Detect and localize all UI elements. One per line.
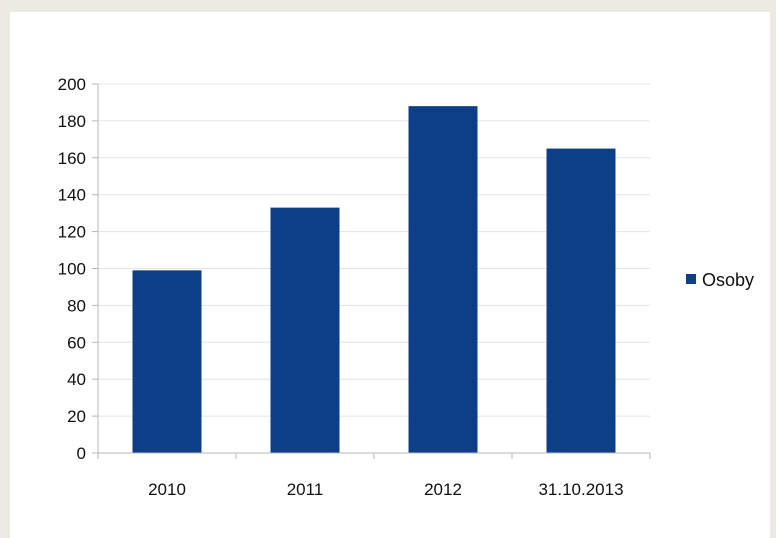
x-tick-label: 2011 bbox=[287, 480, 324, 499]
y-tick-label: 200 bbox=[58, 75, 86, 94]
y-tick-label: 0 bbox=[77, 444, 86, 463]
y-axis: 0 20 40 60 80 100 120 140 160 180 200 bbox=[58, 75, 99, 463]
y-tick-label: 140 bbox=[58, 186, 86, 205]
y-tick-label: 40 bbox=[67, 370, 86, 389]
bar-31-10-2013 bbox=[546, 148, 616, 453]
y-tick-label: 160 bbox=[58, 149, 86, 168]
bar-chart: 0 20 40 60 80 100 120 140 160 180 200 2010 2011 2012… bbox=[58, 75, 754, 499]
y-tick-label: 20 bbox=[67, 407, 86, 426]
y-tick-label: 100 bbox=[58, 260, 86, 279]
y-tick-label: 80 bbox=[67, 296, 86, 315]
x-tick-label: 2010 bbox=[148, 480, 186, 499]
legend-swatch-osoby bbox=[686, 274, 696, 284]
bar-2010 bbox=[132, 270, 202, 453]
bar-2011 bbox=[270, 207, 340, 453]
chart-frame: 0 20 40 60 80 100 120 140 160 180 200 2010 2011 2012… bbox=[10, 12, 770, 538]
bars bbox=[132, 106, 616, 453]
x-tick-label: 31.10.2013 bbox=[538, 480, 623, 499]
legend-label-osoby: Osoby bbox=[702, 270, 754, 290]
bar-2012 bbox=[408, 106, 478, 453]
x-tick-label: 2012 bbox=[424, 480, 462, 499]
y-tick-label: 120 bbox=[58, 223, 86, 242]
x-axis: 2010 2011 2012 31.10.2013 bbox=[97, 452, 651, 499]
y-tick-label: 60 bbox=[67, 333, 86, 352]
y-tick-label: 180 bbox=[58, 112, 86, 131]
legend: Osoby bbox=[686, 270, 754, 290]
